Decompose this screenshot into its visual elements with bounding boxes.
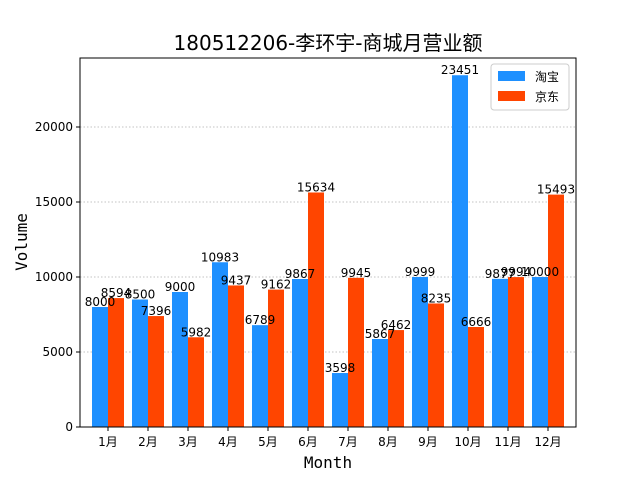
y-tick-label: 0 [65,420,73,434]
legend-label: 京东 [535,90,559,104]
chart-title: 180512206-李环宇-商城月营业额 [174,31,483,55]
data-label: 10000 [521,265,559,279]
data-label: 10983 [201,250,239,264]
data-label: 9867 [285,267,316,281]
data-label: 15493 [537,183,575,197]
y-ticks: 0 5000 10000 15000 20000 [35,120,80,434]
x-tick-label: 8月 [378,435,398,449]
data-label: 7396 [141,304,172,318]
data-label: 8594 [101,286,132,300]
bar-taobao [212,262,228,427]
bar-jd [468,327,484,427]
legend-swatch [498,71,525,81]
data-label: 6789 [245,313,276,327]
plot-frame [79,57,577,428]
data-label: 15634 [297,180,335,194]
bar-jd [348,277,364,427]
bar-jd [108,298,124,427]
data-label: 6462 [381,318,412,332]
bar-jd [228,285,244,427]
bar-taobao [172,292,188,427]
legend-label: 淘宝 [535,70,559,84]
x-tick-label: 5月 [258,435,278,449]
bar-jd [388,330,404,427]
data-label: 5867 [365,327,396,341]
data-label: 9994 [501,265,532,279]
data-label: 9877 [485,267,516,281]
data-label: 5982 [181,325,212,339]
bar-jd [548,194,564,427]
data-label: 9162 [261,278,292,292]
bar-taobao [292,278,308,427]
x-tick-label: 10月 [454,435,481,449]
data-label: 8500 [125,288,156,302]
data-label: 8235 [421,291,452,305]
x-tick-label: 12月 [534,435,561,449]
data-label: 9999 [405,265,436,279]
data-label: 6666 [461,315,492,329]
bar-jd [148,316,164,427]
bar-jd [188,337,204,427]
bar-taobao [492,278,508,427]
legend-swatch [498,91,525,101]
bar-taobao [92,307,108,427]
data-labels: 8000 8500 9000 10983 6789 9867 3598 5867 9999 234… [85,63,575,375]
bar-jd [268,289,284,427]
bar-taobao [132,299,148,427]
bar-jd [508,277,524,427]
x-tick-label: 2月 [138,435,158,449]
x-tick-label: 1月 [98,435,118,449]
bar-jd [308,192,324,427]
x-tick-label: 11月 [494,435,521,449]
bar-taobao [412,277,428,427]
x-tick-label: 6月 [298,435,318,449]
x-tick-label: 4月 [218,435,238,449]
bar-taobao [332,373,348,427]
y-tick-label: 5000 [42,345,73,359]
x-tick-label: 7月 [338,435,358,449]
x-tick-label: 9月 [418,435,438,449]
y-axis-label: Volume [12,213,31,271]
y-tick-label: 15000 [35,195,73,209]
data-label: 9437 [221,273,252,287]
data-label: 3598 [325,361,356,375]
bar-jd [428,303,444,427]
data-label: 23451 [441,63,479,77]
bars [92,75,564,428]
data-label: 9945 [341,266,372,280]
y-tick-label: 10000 [35,270,73,284]
bar-taobao [532,277,548,427]
y-tick-label: 20000 [35,120,73,134]
bar-taobao [372,338,388,427]
data-label: 9000 [165,280,196,294]
x-ticks: 1月 2月 3月 4月 5月 6月 7月 8月 9月 10月 11月 12月 [98,427,562,449]
x-axis-label: Month [304,453,352,472]
x-tick-label: 3月 [178,435,198,449]
bar-taobao [252,325,268,427]
data-label: 8000 [85,295,116,309]
bar-taobao [452,75,468,428]
